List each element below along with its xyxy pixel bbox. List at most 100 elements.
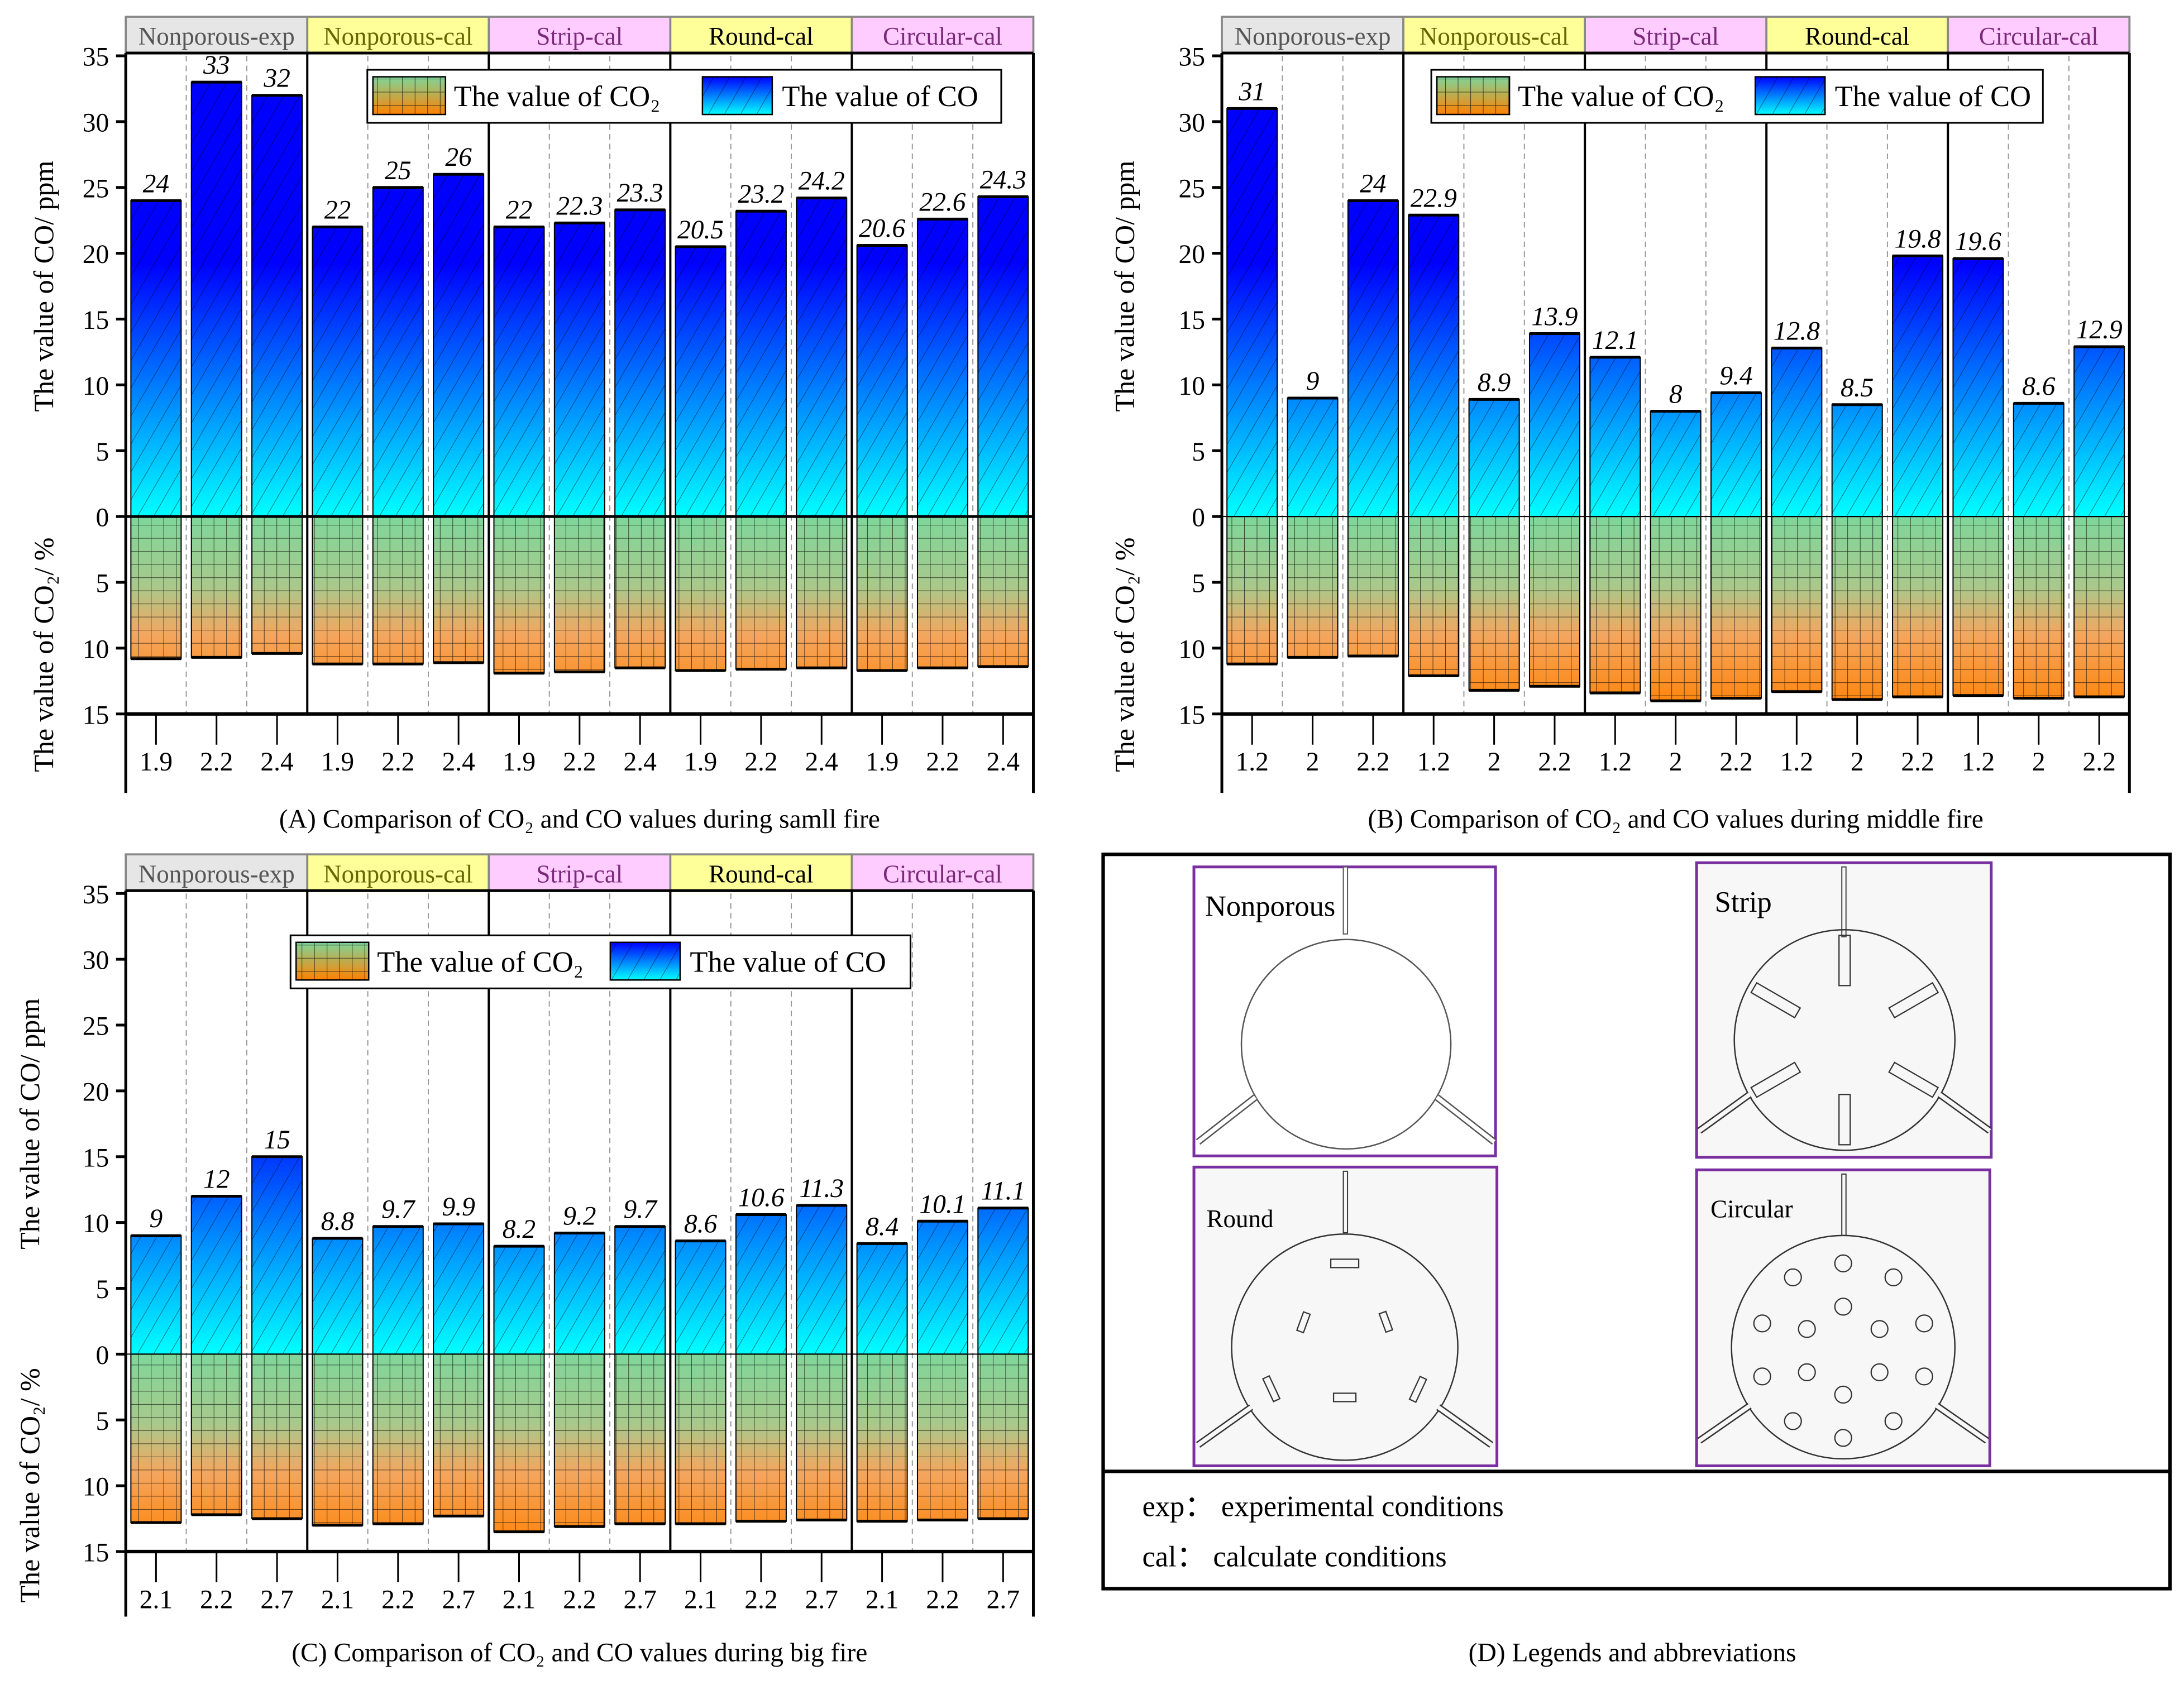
x-tick-label: 2.7 bbox=[987, 1585, 1020, 1614]
co-value-label: 10.6 bbox=[738, 1184, 784, 1213]
co2-bar-grid bbox=[917, 1354, 968, 1520]
co-value-label: 12.8 bbox=[1774, 317, 1820, 346]
x-tick-label: 1.2 bbox=[1417, 748, 1450, 777]
co-bar-hatch bbox=[917, 1221, 968, 1354]
co2-bar-grid bbox=[735, 1354, 786, 1521]
co-value-label: 32 bbox=[263, 64, 290, 93]
co2-bar-grid bbox=[2074, 516, 2125, 697]
x-tick-label: 1.2 bbox=[1599, 748, 1632, 777]
co-value-label: 8.4 bbox=[866, 1212, 899, 1241]
co-bar-hatch bbox=[131, 1236, 181, 1354]
co2-bar-grid bbox=[1469, 516, 1519, 691]
y-tick-label: 5 bbox=[95, 1407, 109, 1436]
y-tick-label: 20 bbox=[83, 1078, 109, 1107]
co2-bar-grid bbox=[2013, 516, 2064, 698]
panel-title-a: (A) Comparison of CO₂ and CO values duri… bbox=[279, 805, 880, 834]
x-tick-label: 2.2 bbox=[1901, 748, 1934, 777]
co-bar-hatch bbox=[978, 1208, 1029, 1354]
co-bar-hatch bbox=[1771, 348, 1822, 517]
co2-bar-grid bbox=[615, 1354, 666, 1524]
x-tick-label: 2.2 bbox=[1538, 748, 1571, 777]
group-header-label: Round-cal bbox=[709, 860, 813, 888]
x-tick-label: 2.4 bbox=[260, 748, 294, 777]
y-axis-label-co2: The value of CO₂/ % bbox=[28, 538, 59, 772]
co2-bar-grid bbox=[1590, 516, 1641, 693]
y-tick-label: 15 bbox=[83, 701, 109, 730]
y-tick-label: 20 bbox=[1179, 240, 1205, 269]
shape-label-strip: Strip bbox=[1715, 886, 1772, 918]
co-bar-hatch bbox=[433, 1224, 484, 1354]
co2-bar-grid bbox=[1408, 516, 1459, 676]
co-value-label: 20.6 bbox=[859, 214, 905, 243]
shape-label-nonporous: Nonporous bbox=[1205, 890, 1335, 922]
y-tick-label: 25 bbox=[83, 1012, 109, 1041]
co-value-label: 24.3 bbox=[980, 165, 1026, 194]
co-bar-hatch bbox=[1408, 215, 1459, 517]
co2-bar-grid bbox=[615, 516, 666, 668]
group-header-label: Nonporous-cal bbox=[323, 22, 472, 50]
x-tick-label: 2.7 bbox=[624, 1585, 657, 1614]
x-tick-label: 2.2 bbox=[381, 748, 414, 777]
y-tick-label: 35 bbox=[83, 43, 109, 72]
co-value-label: 22 bbox=[506, 195, 533, 224]
co-bar-hatch bbox=[252, 1156, 303, 1354]
co2-bar-grid bbox=[252, 516, 303, 654]
y-tick-label: 5 bbox=[95, 569, 109, 599]
group-header-label: Nonporous-cal bbox=[1420, 22, 1569, 50]
co2-bar-grid bbox=[1893, 516, 1943, 697]
panel-title-d: (D) Legends and abbreviations bbox=[1469, 1638, 1796, 1667]
co-bar-hatch bbox=[131, 200, 181, 517]
co-value-label: 33 bbox=[203, 51, 230, 80]
co2-bar-grid bbox=[917, 516, 968, 668]
co2-bar-grid bbox=[191, 1354, 242, 1515]
co-value-label: 23.2 bbox=[738, 180, 784, 209]
co-bar-hatch bbox=[735, 1214, 786, 1354]
x-tick-label: 2.1 bbox=[321, 1585, 354, 1614]
co2-bar-grid bbox=[554, 516, 605, 672]
y-tick-label: 10 bbox=[83, 372, 109, 401]
y-tick-label: 15 bbox=[83, 1143, 109, 1172]
legend: The value of CO₂ The value of CO bbox=[366, 69, 1002, 124]
group-header bbox=[488, 853, 672, 892]
x-tick-label: 1.2 bbox=[1962, 748, 1995, 777]
co-bar-hatch bbox=[554, 223, 605, 517]
co2-bar-grid bbox=[1287, 516, 1338, 658]
y-tick-label: 30 bbox=[83, 946, 109, 975]
co-value-label: 24 bbox=[143, 169, 169, 198]
x-tick-label: 2.1 bbox=[866, 1585, 899, 1614]
y-axis-label-co: The value of CO/ ppm bbox=[28, 161, 59, 412]
co-value-label: 31 bbox=[1238, 77, 1265, 106]
x-tick-label: 2.4 bbox=[442, 748, 475, 777]
co-bar-hatch bbox=[857, 245, 907, 517]
x-tick-label: 2 bbox=[1488, 748, 1501, 777]
co-value-label: 8.6 bbox=[684, 1210, 718, 1239]
y-tick-label: 10 bbox=[1179, 635, 1205, 664]
x-tick-label: 2.4 bbox=[987, 748, 1020, 777]
co-bar-hatch bbox=[796, 1205, 847, 1354]
co-value-label: 24 bbox=[1360, 169, 1387, 198]
co-value-label: 9.4 bbox=[1719, 362, 1752, 391]
y-tick-label: 10 bbox=[83, 635, 109, 664]
co2-bar-grid bbox=[372, 1354, 423, 1524]
x-tick-label: 1.9 bbox=[321, 748, 354, 777]
legend-label-co: The value of CO bbox=[782, 80, 978, 113]
co-value-label: 9.9 bbox=[442, 1193, 475, 1222]
y-tick-label: 25 bbox=[83, 174, 109, 203]
co-bar-hatch bbox=[615, 209, 666, 517]
y-tick-label: 10 bbox=[83, 1209, 109, 1238]
x-tick-label: 2.2 bbox=[926, 1585, 959, 1614]
x-tick-label: 1.9 bbox=[503, 748, 536, 777]
shape-round: Round bbox=[1192, 1165, 1499, 1467]
co-value-label: 8.2 bbox=[503, 1215, 536, 1244]
co-bar-hatch bbox=[675, 246, 726, 517]
x-tick-label: 1.2 bbox=[1236, 748, 1269, 777]
co-bar-hatch bbox=[1832, 404, 1882, 517]
group-header-label: Circular-cal bbox=[883, 860, 1002, 888]
group-header-label: Strip-cal bbox=[1632, 22, 1719, 50]
legend-frame bbox=[1430, 69, 2044, 124]
x-tick-label: 2 bbox=[1669, 748, 1683, 777]
co-value-label: 19.6 bbox=[1955, 227, 2001, 256]
x-tick-label: 2.2 bbox=[744, 1585, 777, 1614]
group-header-label: Round-cal bbox=[1805, 22, 1909, 50]
